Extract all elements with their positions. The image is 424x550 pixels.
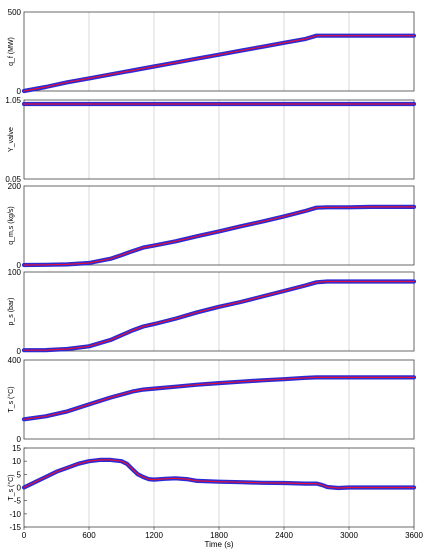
- chart-panel-2: 0.05 1.05 Y_valve: [5, 96, 417, 184]
- y-tick-label: 0: [17, 484, 22, 493]
- y-axis-label: T_s (°C): [7, 386, 15, 412]
- y-tick-label: 0: [17, 261, 22, 270]
- x-tick-label: 3000: [340, 531, 358, 540]
- y-axis-label: q_m,s (kg/s): [8, 206, 15, 245]
- y-tick-label: -10: [9, 510, 21, 519]
- chart-panel-4: 0 100 p_s (bar): [8, 268, 417, 356]
- y-tick-label: 15: [12, 444, 21, 453]
- series-line-inner: [23, 459, 415, 489]
- y-axis-label: T_s (°C): [7, 474, 15, 500]
- y-tick-label: -5: [14, 497, 22, 506]
- series-line-inner: [23, 280, 415, 351]
- y-tick-label: 0: [17, 87, 22, 96]
- plot-frame: [23, 271, 415, 352]
- y-tick-label: 5: [17, 470, 22, 479]
- series-line-inner: [23, 35, 415, 92]
- x-tick-label: 1200: [145, 531, 163, 540]
- plot-frame: [23, 359, 415, 440]
- chart-panel-3: 0 200 q_m,s (kg/s): [8, 182, 417, 270]
- y-tick-label: 0: [17, 347, 22, 356]
- y-axis-label: Y_valve: [8, 127, 15, 152]
- series-line-inner: [23, 206, 415, 266]
- chart-panel-5: 0 400 T_s (°C): [7, 356, 417, 444]
- y-axis-label: q_f (MW): [8, 37, 15, 66]
- x-tick-label: 3600: [405, 531, 423, 540]
- y-tick-label: 200: [8, 182, 22, 191]
- y-tick-label: 1.05: [5, 96, 21, 105]
- plot-frame: [23, 99, 415, 180]
- chart-panel-1: 0 500 q_f (MW): [8, 8, 417, 96]
- x-tick-label: 2400: [275, 531, 293, 540]
- series-line-inner: [23, 376, 415, 420]
- plot-frame: [23, 185, 415, 266]
- y-tick-label: -15: [9, 523, 21, 532]
- y-tick-label: 500: [8, 8, 22, 17]
- plot-frame: [23, 11, 415, 92]
- y-tick-label: 0: [17, 435, 22, 444]
- x-tick-label: 1800: [210, 531, 228, 540]
- y-tick-label: 0.05: [5, 175, 21, 184]
- x-axis-label: Time (s): [204, 540, 233, 549]
- y-tick-label: 100: [8, 268, 22, 277]
- y-axis-label: p_s (bar): [8, 297, 15, 325]
- x-tick-label: 600: [82, 531, 96, 540]
- x-tick-label: 0: [22, 531, 27, 540]
- y-tick-label: 400: [8, 356, 22, 365]
- y-tick-label: 10: [12, 457, 21, 466]
